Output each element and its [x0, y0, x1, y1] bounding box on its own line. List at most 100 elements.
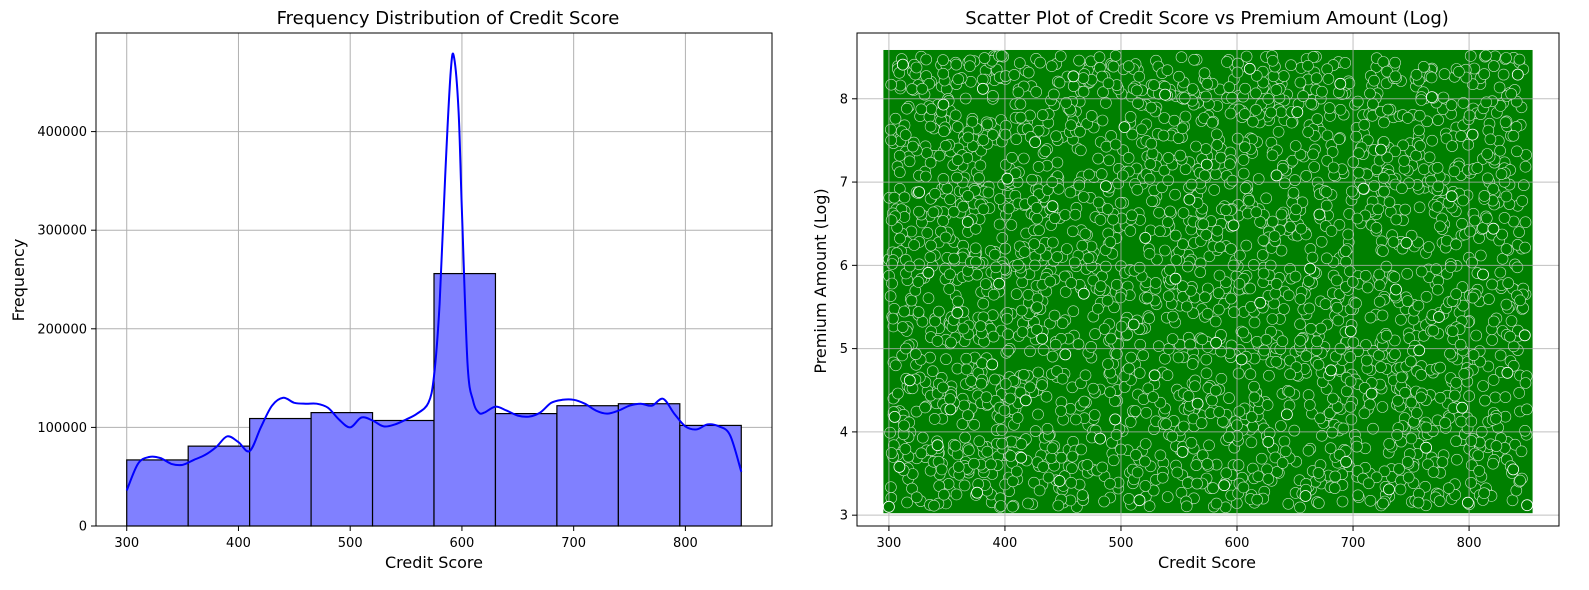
- histogram-bar: [617, 403, 681, 527]
- scatter-texture-mark: [1432, 283, 1444, 296]
- scatter-texture-mark: [1478, 190, 1491, 202]
- scatter-texture-mark: [887, 312, 899, 325]
- scatter-texture-mark: [1498, 212, 1511, 224]
- scatter-texture-mark: [1024, 345, 1036, 358]
- scatter-texture-mark: [1502, 277, 1514, 289]
- scatter-texture-mark: [1500, 52, 1512, 64]
- scatter-point: [944, 403, 957, 416]
- scatter-point: [1218, 479, 1231, 492]
- scatter-texture-mark: [1100, 97, 1112, 109]
- scatter-texture-mark: [1170, 254, 1183, 266]
- scatter-point: [961, 216, 974, 228]
- scatter-texture-mark: [1006, 152, 1018, 164]
- scatter-texture-mark: [958, 399, 970, 412]
- scatter-texture-mark: [1250, 87, 1262, 100]
- scatter-texture-mark: [1251, 335, 1263, 348]
- scatter-texture-mark: [1300, 350, 1312, 363]
- scatter-point: [1139, 231, 1152, 244]
- scatter-texture-mark: [998, 404, 1011, 417]
- scatter-texture-mark: [908, 239, 920, 251]
- scatter-texture-mark: [1206, 394, 1218, 407]
- scatter-point: [977, 82, 989, 95]
- x-tick-label: 300: [876, 536, 901, 551]
- scatter-texture-mark: [1169, 229, 1182, 242]
- scatter-texture-mark: [1375, 361, 1387, 373]
- scatter-texture-mark: [1500, 243, 1513, 255]
- scatter-texture-mark: [1079, 228, 1092, 240]
- scatter-texture-mark: [1358, 407, 1371, 420]
- y-tick-label: 7: [840, 176, 848, 191]
- scatter-texture-mark: [1252, 470, 1265, 483]
- scatter-texture-mark: [1143, 312, 1155, 325]
- scatter-texture-mark: [1107, 454, 1120, 467]
- scatter-point: [1159, 88, 1171, 101]
- histogram-ticks: 300 400 500 600 700 800 0 100000 200000 300000 400…: [37, 125, 697, 551]
- scatter-texture-mark: [1109, 138, 1122, 151]
- scatter-texture-mark: [1444, 261, 1457, 273]
- scatter-texture-mark: [1034, 56, 1046, 69]
- scatter-texture-mark: [1364, 311, 1377, 324]
- scatter-texture-mark: [1184, 338, 1196, 351]
- scatter-texture-mark: [949, 439, 962, 452]
- scatter-texture-mark: [1380, 260, 1393, 273]
- scatter-texture-mark: [1449, 389, 1461, 402]
- scatter-texture-mark: [1010, 465, 1023, 478]
- scatter-texture-mark: [889, 359, 902, 372]
- scatter-texture-mark: [1270, 355, 1283, 368]
- scatter-texture-mark: [1289, 140, 1302, 152]
- scatter-texture-mark: [1250, 70, 1263, 82]
- scatter-texture-mark: [926, 365, 939, 378]
- scatter-texture-mark: [1261, 463, 1273, 476]
- scatter-texture-mark: [1199, 291, 1211, 304]
- scatter-texture-mark: [1201, 78, 1214, 90]
- scatter-texture-mark: [1203, 250, 1216, 263]
- scatter-texture-mark: [1390, 213, 1403, 226]
- scatter-texture-mark: [1511, 261, 1524, 274]
- scatter-texture-mark: [1294, 76, 1307, 89]
- scatter-texture-mark: [1066, 450, 1079, 463]
- scatter-texture-mark: [1196, 333, 1208, 346]
- scatter-ticks: 300 400 500 600 700 800 3 4 5 6 7 8: [840, 92, 1482, 551]
- histogram-bar: [249, 417, 312, 527]
- scatter-texture-mark: [1051, 156, 1064, 169]
- scatter-texture-mark: [1389, 145, 1401, 158]
- scatter-texture-mark: [1342, 228, 1354, 241]
- scatter-texture-mark: [941, 182, 954, 195]
- scatter-texture-mark: [1511, 145, 1523, 158]
- scatter-texture-mark: [1500, 298, 1513, 311]
- scatter-texture-mark: [1189, 380, 1201, 393]
- scatter-texture-mark: [1352, 489, 1364, 502]
- scatter-texture-mark: [951, 154, 964, 166]
- scatter-texture-mark: [956, 418, 969, 430]
- scatter-point: [1094, 432, 1106, 445]
- scatter-texture-mark: [1077, 85, 1090, 98]
- scatter-texture-mark: [1439, 417, 1451, 429]
- scatter-texture-mark: [1101, 203, 1114, 215]
- scatter-texture-mark: [1124, 416, 1137, 428]
- scatter-texture-mark: [919, 401, 931, 414]
- scatter-texture-mark: [1480, 96, 1493, 109]
- scatter-texture-mark: [1232, 459, 1245, 471]
- scatter-texture-mark: [885, 134, 897, 147]
- scatter-texture-mark: [1361, 281, 1374, 294]
- scatter-texture-mark: [1387, 236, 1400, 248]
- scatter-texture-mark: [1504, 330, 1516, 343]
- scatter-point: [931, 439, 944, 452]
- scatter-point: [1019, 394, 1032, 407]
- scatter-texture-mark: [1111, 278, 1123, 291]
- scatter-texture-mark: [1022, 497, 1034, 510]
- x-tick-label: 800: [673, 536, 698, 551]
- scatter-point: [903, 374, 916, 387]
- histogram-ylabel: Frequency: [9, 239, 28, 322]
- scatter-point: [1413, 344, 1426, 357]
- scatter-texture-mark: [1167, 310, 1179, 323]
- scatter-texture-mark: [1464, 50, 1477, 62]
- scatter-texture-mark: [1130, 449, 1142, 461]
- scatter-texture-mark: [1358, 119, 1371, 131]
- scatter-texture-mark: [1060, 97, 1072, 109]
- scatter-texture-mark: [989, 373, 1001, 386]
- scatter-texture-mark: [1162, 290, 1175, 303]
- scatter-texture-mark: [1486, 278, 1498, 291]
- scatter-texture-mark: [1519, 424, 1531, 437]
- scatter-texture-mark: [1388, 271, 1401, 283]
